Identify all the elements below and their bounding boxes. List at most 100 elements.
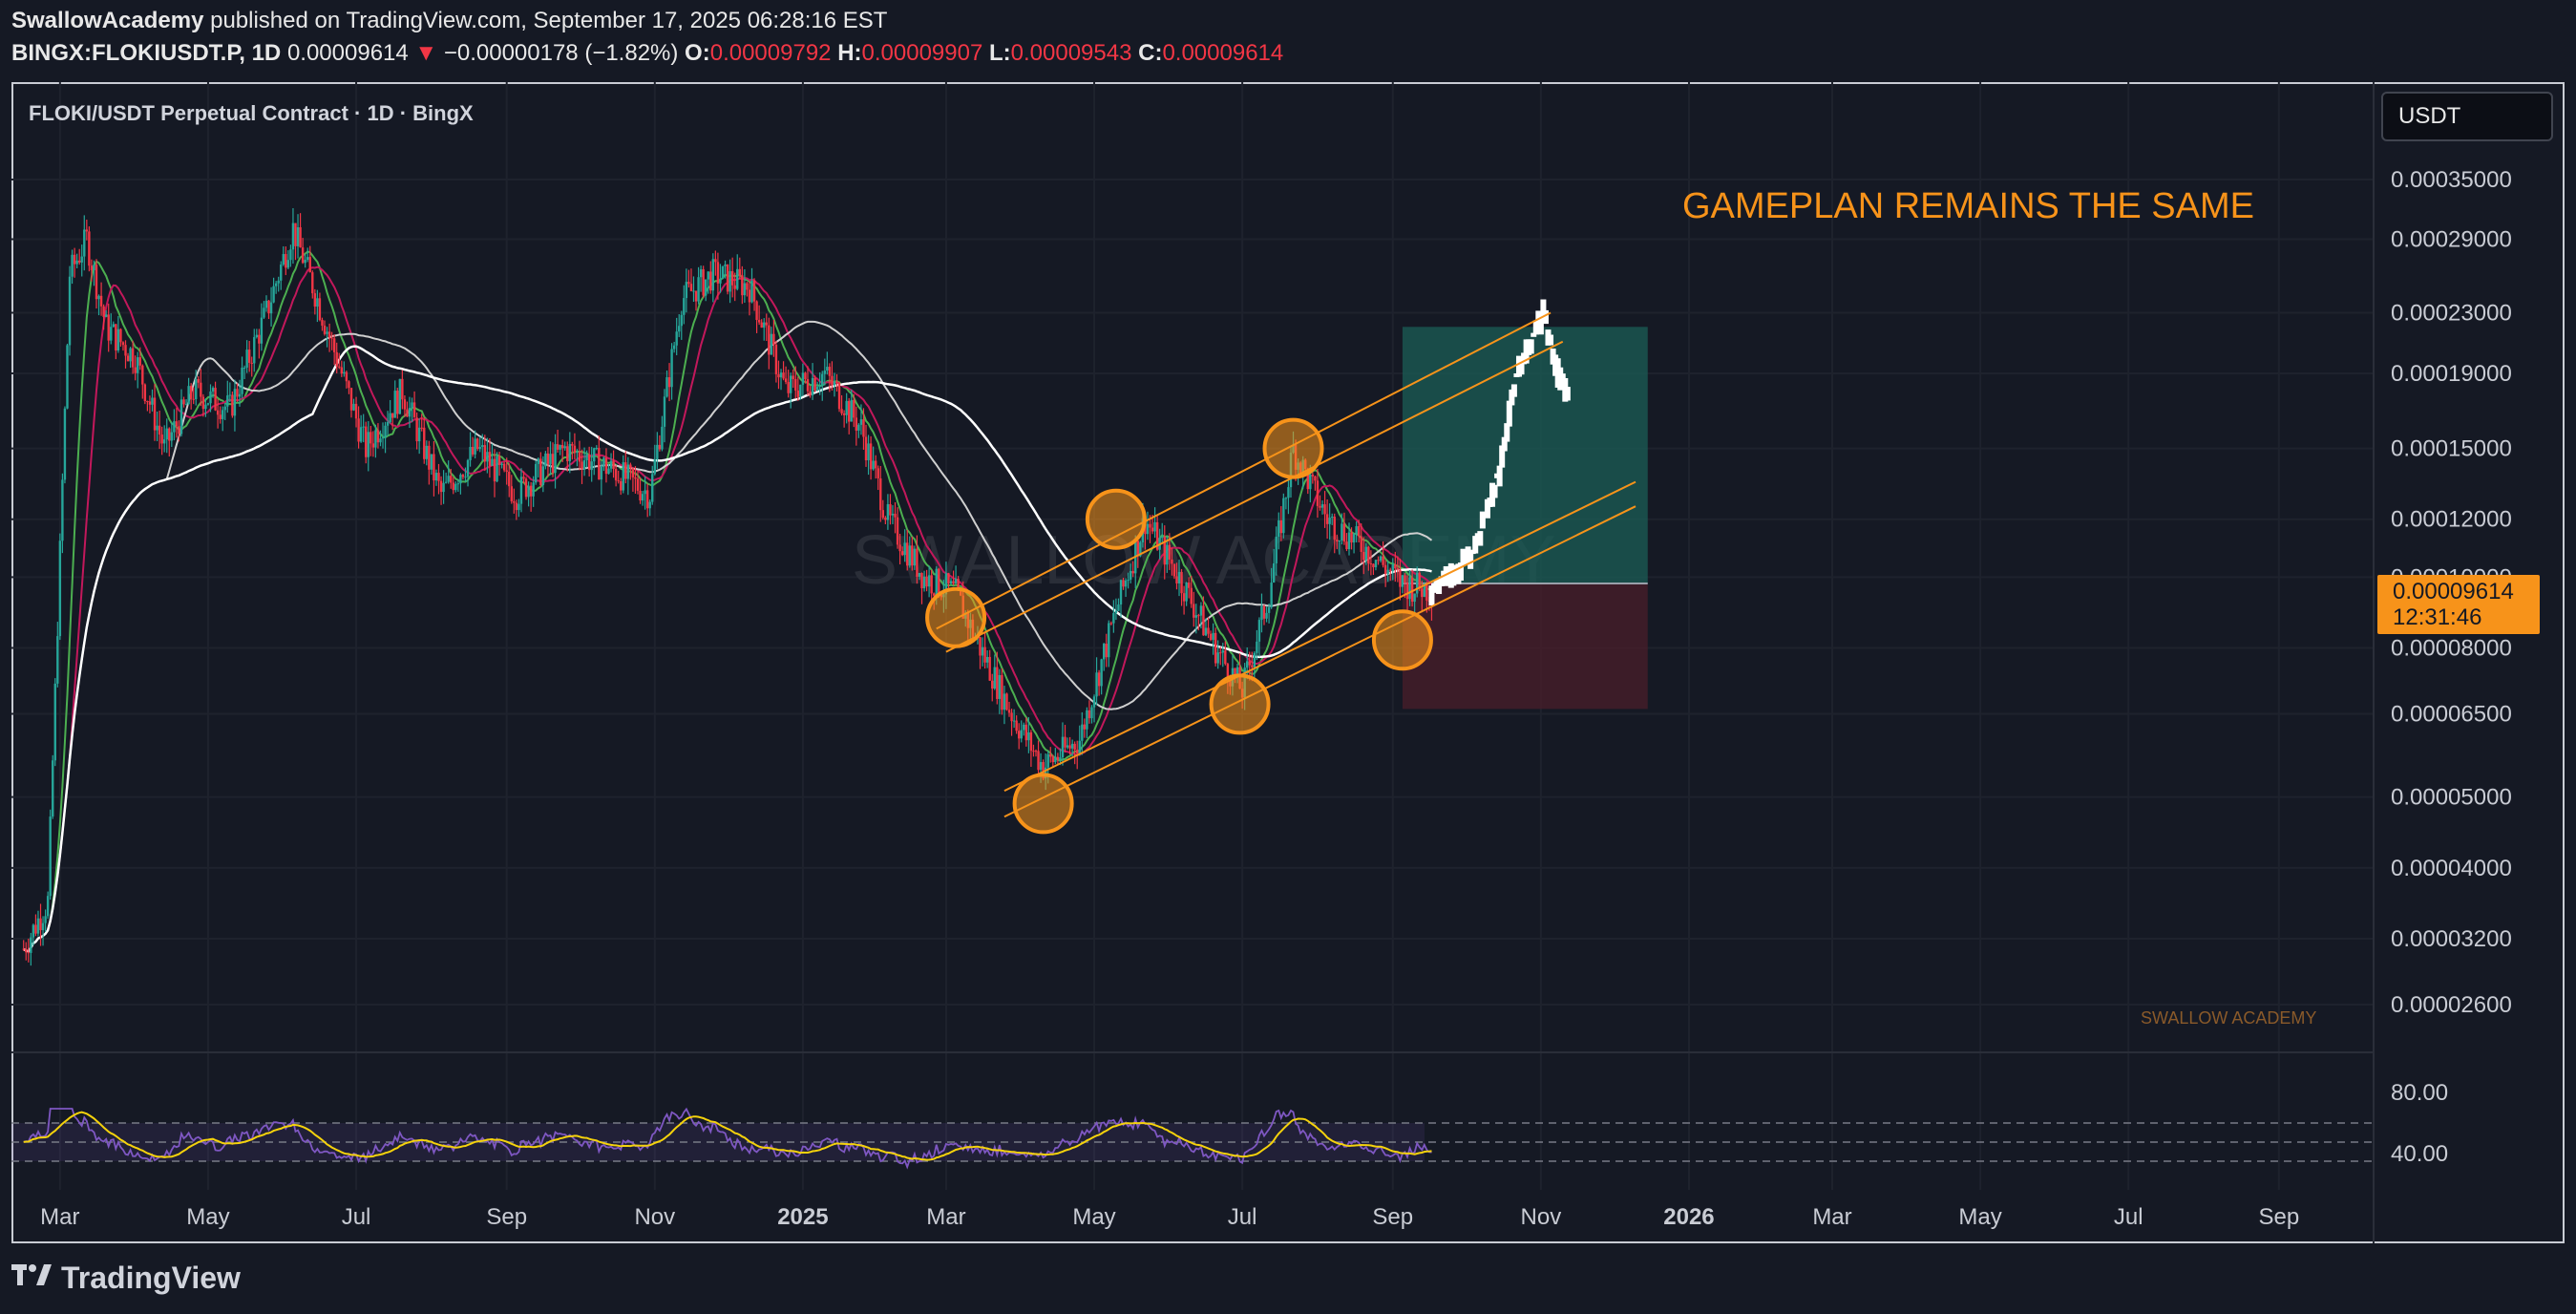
ma-mid-gray xyxy=(23,320,1433,953)
candle-body xyxy=(620,480,623,491)
candle-body xyxy=(1413,593,1416,603)
x-tick-label: Nov xyxy=(634,1204,675,1230)
candle-body xyxy=(991,680,994,689)
candle-body xyxy=(411,402,413,409)
candle-body xyxy=(1003,693,1006,710)
candle-body xyxy=(576,452,579,454)
candle-body xyxy=(260,317,264,344)
candle-body xyxy=(752,280,756,302)
price-tag-countdown: 12:31:46 xyxy=(2393,604,2482,630)
candle-body xyxy=(645,490,649,509)
projection-candle xyxy=(1467,551,1474,569)
price-chart[interactable]: 0.00035000 0.00029000 0.00023000 0.00019000… xyxy=(11,82,2565,1243)
long-position-tool[interactable] xyxy=(1402,327,1648,710)
candle-body xyxy=(370,432,372,444)
candle-body xyxy=(1257,620,1261,642)
candle-body xyxy=(1087,710,1091,719)
candle-body xyxy=(88,231,91,266)
candle-body xyxy=(733,285,736,289)
y-axis[interactable]: 0.00035000 0.00029000 0.00023000 0.00019000… xyxy=(2391,167,2512,1018)
author-name[interactable]: SwallowAcademy xyxy=(11,8,204,33)
candle-body xyxy=(748,289,751,303)
candle-body xyxy=(318,298,322,321)
candle-body xyxy=(903,542,906,556)
candle-body xyxy=(927,575,931,587)
candle-body xyxy=(110,327,113,341)
candle-body xyxy=(1389,569,1392,571)
candle-body xyxy=(115,324,117,351)
y-tick-label: 0.00023000 xyxy=(2391,301,2512,327)
candle-body xyxy=(1369,563,1373,565)
candle-body xyxy=(401,378,404,400)
candle-body xyxy=(1034,751,1038,752)
candle-body xyxy=(124,345,127,356)
candle-body xyxy=(789,375,792,393)
candle-body xyxy=(1180,571,1183,594)
candle-body xyxy=(979,637,982,656)
candle-body xyxy=(99,295,103,307)
candle-body xyxy=(922,576,926,589)
candle-body xyxy=(513,500,516,503)
candle-body xyxy=(1010,712,1013,722)
projection-candle xyxy=(1477,531,1484,546)
channel-lines[interactable] xyxy=(936,311,1636,818)
channel-upper-inner xyxy=(945,340,1564,653)
x-tick-label: May xyxy=(186,1204,229,1230)
symbol-label[interactable]: BINGX:FLOKIUSDT.P, 1D xyxy=(11,40,282,66)
candle-body xyxy=(294,223,297,246)
candle-body xyxy=(291,223,295,250)
candle-body xyxy=(823,371,826,374)
y-tick-label: 0.00006500 xyxy=(2391,701,2512,727)
candle-body xyxy=(590,461,593,471)
candle-body xyxy=(286,260,290,268)
candle-body xyxy=(126,355,130,362)
candle-body xyxy=(444,481,448,483)
candle-body xyxy=(1018,731,1021,739)
channel-lower-outer xyxy=(1003,505,1636,818)
candle-body xyxy=(719,278,722,284)
candle-body xyxy=(1345,541,1348,550)
candle-body xyxy=(692,290,695,292)
candle-body xyxy=(68,276,72,346)
candle-body xyxy=(238,393,242,397)
candle-body xyxy=(233,389,237,416)
currency-button[interactable]: USDT xyxy=(2381,92,2553,141)
candle-body xyxy=(1023,724,1025,731)
candle-body xyxy=(97,295,100,300)
candle-body xyxy=(774,345,778,374)
candle-body xyxy=(862,419,865,437)
price-tag-value: 0.00009614 xyxy=(2393,579,2514,604)
candle-body xyxy=(1267,607,1271,613)
candle-body xyxy=(1270,583,1273,608)
candle-body xyxy=(39,918,42,931)
candle-body xyxy=(1423,583,1426,598)
candle-body xyxy=(604,457,608,475)
x-axis[interactable]: Mar May Jul Sep Nov 2025 Mar May Jul Sep Nov 2026 Ma… xyxy=(40,1204,2299,1230)
projection-candle xyxy=(1428,585,1435,605)
footer-brand[interactable]: TradingView xyxy=(61,1261,241,1295)
candle-body xyxy=(782,372,785,379)
moving-averages xyxy=(23,250,1433,953)
y-tick-label: 0.00019000 xyxy=(2391,361,2512,387)
candle-body xyxy=(1190,587,1193,604)
candle-body xyxy=(1391,564,1394,571)
candle-body xyxy=(61,479,64,541)
candle-body xyxy=(27,952,30,954)
candle-body xyxy=(768,325,771,355)
candle-body xyxy=(241,367,243,394)
candle-body xyxy=(338,366,341,368)
candle-body xyxy=(119,328,122,343)
candle-body xyxy=(434,473,438,481)
candle-body xyxy=(502,463,506,471)
gameplan-annotation[interactable]: GAMEPLAN REMAINS THE SAME xyxy=(1682,186,2254,226)
candle-body xyxy=(1151,527,1154,532)
candle-body xyxy=(1364,546,1367,561)
candle-body xyxy=(837,383,841,410)
candle-body xyxy=(702,268,705,296)
candle-body xyxy=(330,337,333,339)
candle-body xyxy=(1166,544,1169,565)
tradingview-logo-icon[interactable] xyxy=(11,1262,53,1295)
candle-body xyxy=(1139,541,1142,557)
candle-body xyxy=(255,334,259,338)
candle-body xyxy=(107,314,110,341)
